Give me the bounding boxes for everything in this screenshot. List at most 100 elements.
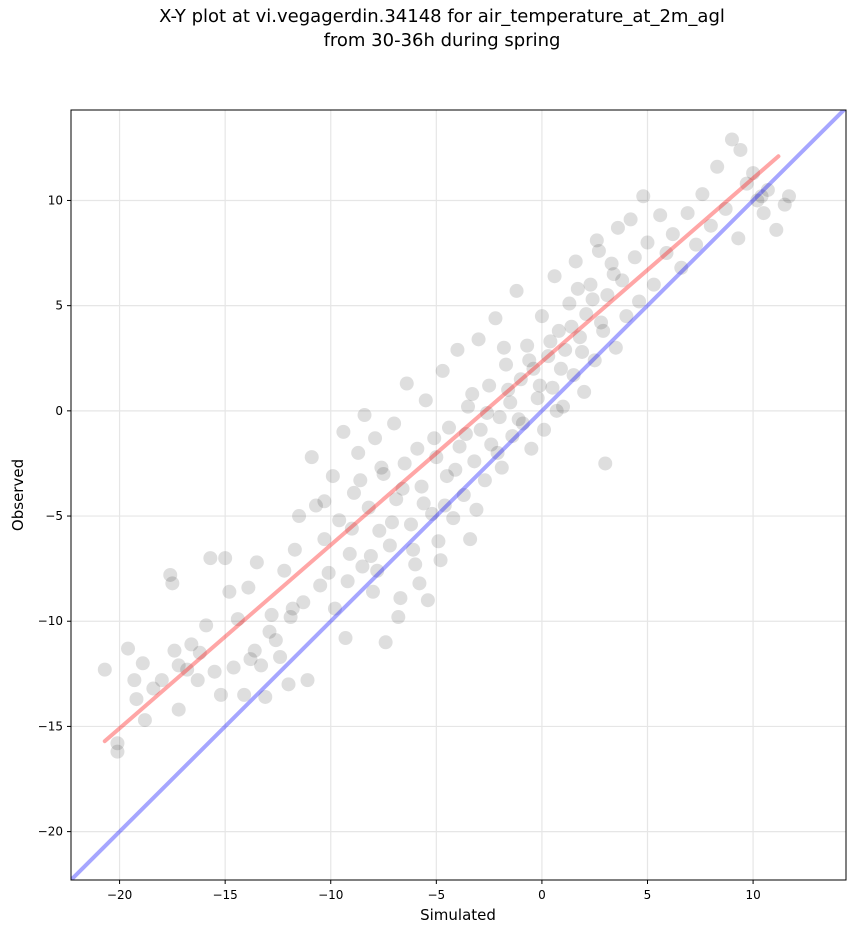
data-point (446, 511, 461, 526)
data-point (551, 323, 566, 338)
data-point (600, 288, 615, 303)
data-point (501, 382, 516, 397)
data-point (241, 580, 256, 595)
y-tick-label: −15 (38, 719, 63, 733)
data-point (513, 372, 528, 387)
data-point (746, 166, 761, 181)
data-point (564, 319, 579, 334)
data-point (739, 176, 754, 191)
data-point (452, 439, 467, 454)
data-point (499, 357, 514, 372)
y-tick-label: 10 (48, 193, 63, 207)
data-point (659, 246, 674, 261)
data-point (632, 294, 647, 309)
data-point (410, 441, 425, 456)
data-point (355, 559, 370, 574)
data-point (465, 387, 480, 402)
axis-ticks: −20 −15 −10 −5 0 5 10 −20 −15 −10 −5 0 5 10 (38, 193, 761, 902)
data-point (167, 643, 182, 658)
data-point (469, 502, 484, 517)
data-point (534, 309, 549, 324)
data-point (509, 283, 524, 298)
data-point (463, 532, 478, 547)
data-point (387, 416, 402, 431)
data-point (532, 378, 547, 393)
data-point (361, 500, 376, 515)
data-point (292, 509, 307, 524)
data-point (769, 222, 784, 237)
data-point (594, 315, 609, 330)
data-point (473, 422, 488, 437)
data-point (218, 551, 233, 566)
data-point (207, 664, 222, 679)
data-point (482, 378, 497, 393)
data-point (277, 563, 292, 578)
data-point (496, 340, 511, 355)
data-point (336, 424, 351, 439)
data-point (258, 689, 273, 704)
chart-title-line-2: from 30-36h during spring (323, 30, 561, 51)
x-tick-label: 5 (644, 888, 652, 902)
x-tick-label: −20 (107, 888, 132, 902)
data-point (754, 189, 769, 204)
data-point (450, 342, 465, 357)
data-point (308, 498, 323, 513)
data-point (461, 399, 476, 414)
data-point (254, 658, 269, 673)
data-point (492, 410, 507, 425)
data-point (733, 142, 748, 157)
data-point (313, 578, 328, 593)
data-point (403, 517, 418, 532)
data-point (340, 574, 355, 589)
data-point (541, 349, 556, 364)
data-point (579, 307, 594, 322)
y-tick-label: −20 (38, 825, 63, 839)
data-point (545, 380, 560, 395)
x-tick-label: 0 (538, 888, 546, 902)
data-point (243, 652, 258, 667)
data-point (480, 405, 495, 420)
data-point (583, 277, 598, 292)
data-point (393, 591, 408, 606)
data-point (441, 420, 456, 435)
data-point (570, 281, 585, 296)
data-point (756, 206, 771, 221)
data-point (549, 403, 564, 418)
data-point (623, 212, 638, 227)
data-point (556, 399, 571, 414)
data-point (304, 450, 319, 465)
data-point (703, 218, 718, 233)
data-point (230, 612, 245, 627)
data-point (222, 584, 237, 599)
y-tick-label: −10 (38, 614, 63, 628)
data-point (488, 311, 503, 326)
data-point (281, 677, 296, 692)
data-point (247, 643, 262, 658)
data-point (184, 637, 199, 652)
data-point (273, 649, 288, 664)
data-point (203, 551, 218, 566)
data-point (646, 277, 661, 292)
data-point (368, 431, 383, 446)
data-point (710, 159, 725, 174)
y-tick-label: −5 (45, 509, 63, 523)
data-point (575, 344, 590, 359)
data-point (163, 567, 178, 582)
fit-line (102, 154, 781, 744)
data-point (589, 233, 604, 248)
data-point (190, 673, 205, 688)
data-point (171, 658, 186, 673)
data-point (530, 391, 545, 406)
data-point (408, 557, 423, 572)
data-point (317, 494, 332, 509)
data-point (511, 412, 526, 427)
data-point (199, 618, 214, 633)
data-point (268, 633, 283, 648)
x-axis-label: Simulated (420, 906, 496, 924)
data-point (505, 429, 520, 444)
data-point (439, 469, 454, 484)
data-point (558, 342, 573, 357)
data-point (619, 309, 634, 324)
